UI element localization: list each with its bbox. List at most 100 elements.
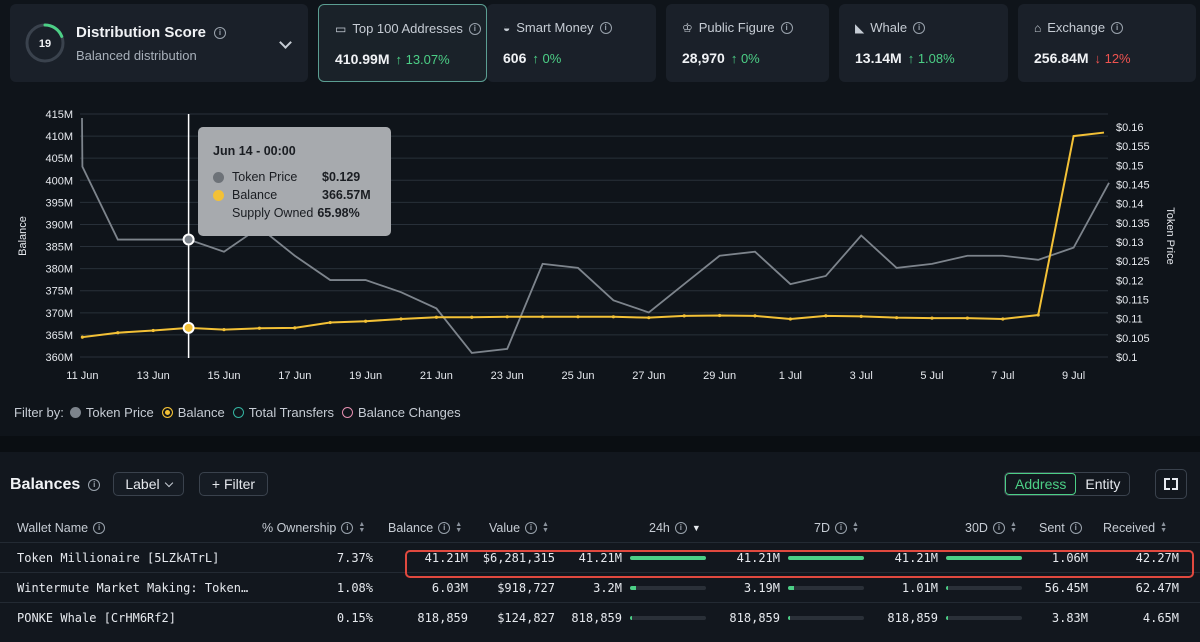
y2-tick-label: $0.105 xyxy=(1116,333,1150,345)
y2-tick-label: $0.14 xyxy=(1116,199,1144,211)
tooltip-date: Jun 14 - 00:00 xyxy=(213,144,296,158)
balance-point xyxy=(718,313,722,318)
wallet-name[interactable]: Token Millionaire [5LZkATrL] xyxy=(17,551,220,565)
balance-dot-icon xyxy=(213,189,224,201)
value: $918,727 xyxy=(497,581,555,595)
score-subtitle: Balanced distribution xyxy=(76,48,197,63)
col-received[interactable]: Received ▲ ▼ xyxy=(1103,521,1168,535)
col-24h[interactable]: 24h i ▼ xyxy=(649,521,701,535)
x-tick-label: 1 Jul xyxy=(779,370,802,382)
card-change: ↑ 1.08% xyxy=(907,51,955,66)
bar-24h xyxy=(630,586,706,590)
sort-desc-icon: ▼ xyxy=(691,523,701,533)
card-change: ↑ 0% xyxy=(730,51,760,66)
balance-point xyxy=(470,315,474,319)
filter-item-label: Total Transfers xyxy=(248,405,335,420)
col-7d[interactable]: 7D i ▲ ▼ xyxy=(814,521,859,535)
y2-tick-label: $0.1 xyxy=(1116,352,1137,364)
legend-dot-icon xyxy=(342,407,354,418)
info-icon[interactable]: i xyxy=(1069,522,1082,534)
info-icon[interactable]: i xyxy=(341,522,354,534)
card-label: Whale xyxy=(870,20,908,35)
legend-dot-icon xyxy=(161,407,173,418)
y2-tick-label: $0.125 xyxy=(1116,256,1150,268)
token-price-line xyxy=(81,118,1110,354)
card-value: 606 xyxy=(503,50,527,66)
add-filter-button[interactable]: + Filter xyxy=(199,472,268,496)
fullscreen-icon[interactable] xyxy=(1155,469,1187,499)
sent: 56.45M xyxy=(1044,581,1088,595)
balance-point xyxy=(505,315,509,319)
sort-icon: ▲ ▼ xyxy=(358,521,366,534)
change-7d: 3.19M xyxy=(743,581,780,595)
tooltip-price-row: Token Price $0.129 xyxy=(213,170,360,184)
filter-balance[interactable]: Balance xyxy=(161,405,225,420)
col-value[interactable]: Value i ▲ ▼ xyxy=(489,521,549,535)
card-whale[interactable]: ◣ Whale i 13.14M ↑ 1.08% xyxy=(839,4,1008,82)
col-balance[interactable]: Balance i ▲ ▼ xyxy=(388,521,463,535)
col-30d[interactable]: 30D i ▲ ▼ xyxy=(965,521,1017,535)
distribution-score-card[interactable]: 19 Distribution Score i Balanced distrib… xyxy=(10,4,308,82)
filter-balance-changes[interactable]: Balance Changes xyxy=(342,405,461,420)
balance-price-chart[interactable]: 415M 410M 405M 400M 395M 390M 385M 380M 375M 370M… xyxy=(0,96,1200,396)
card-exchange[interactable]: ⌂ Exchange i 256.84M ↓ 12% xyxy=(1018,4,1196,82)
y2-tick-label: $0.115 xyxy=(1116,295,1149,307)
change-7d: 818,859 xyxy=(729,611,780,625)
info-icon[interactable]: i xyxy=(88,479,101,491)
info-icon[interactable]: i xyxy=(599,21,612,34)
info-icon[interactable]: i xyxy=(913,21,926,34)
card-public-figure[interactable]: ♔ Public Figure i 28,970 ↑ 0% xyxy=(666,4,829,82)
bar-7d xyxy=(788,556,864,560)
balances-title-wrap: Balances i xyxy=(10,476,101,494)
card-smart-money[interactable]: ◒ Smart Money i 606 ↑ 0% xyxy=(487,4,656,82)
card-top-100-addresses[interactable]: ▭ Top 100 Addresses i 410.99M ↑ 13.07% xyxy=(318,4,487,82)
score-title-wrap: Distribution Score i xyxy=(76,24,227,41)
toggle-address[interactable]: Address xyxy=(1005,473,1077,495)
crown-icon: ♔ xyxy=(682,20,693,35)
filter-total-transfers[interactable]: Total Transfers xyxy=(232,405,335,420)
y-tick-label: 395M xyxy=(45,197,73,209)
address-entity-toggle: Address Entity xyxy=(1004,472,1131,496)
chevron-down-icon[interactable] xyxy=(279,36,292,49)
info-icon[interactable]: i xyxy=(93,522,106,534)
y2-tick-label: $0.15 xyxy=(1116,160,1144,172)
info-icon[interactable]: i xyxy=(525,522,538,534)
price-dot-icon xyxy=(213,171,224,183)
info-icon[interactable]: i xyxy=(1111,21,1124,34)
tooltip-supply-row: Supply Owned 65.98% xyxy=(232,206,360,220)
chart-tooltip: Jun 14 - 00:00 Token Price $0.129 Balanc… xyxy=(198,127,391,236)
sent: 3.83M xyxy=(1051,611,1088,625)
balance-point xyxy=(151,328,155,333)
info-icon[interactable]: i xyxy=(780,21,793,34)
table-row[interactable]: PONKE Whale [CrHM6Rf2] 0.15% 818,859 $124,8… xyxy=(0,602,1200,632)
filter-item-label: Token Price xyxy=(85,405,154,420)
change-30d: 818,859 xyxy=(887,611,938,625)
balance-point xyxy=(753,314,757,318)
toggle-entity[interactable]: Entity xyxy=(1085,476,1121,492)
label-dropdown[interactable]: Label xyxy=(113,472,184,496)
price-hover-point xyxy=(182,233,195,246)
x-tick-label: 5 Jul xyxy=(920,370,943,382)
table-row[interactable]: Token Millionaire [5LZkATrL] 7.37% 41.21M $… xyxy=(0,542,1200,572)
ownership: 0.15% xyxy=(336,611,373,625)
col-sent[interactable]: Sent i xyxy=(1039,521,1082,535)
info-icon[interactable]: i xyxy=(834,522,847,534)
col-ownership[interactable]: % Ownership i ▲ ▼ xyxy=(262,521,366,535)
col-wallet-name[interactable]: Wallet Name i xyxy=(17,521,106,535)
sort-icon: ▲ ▼ xyxy=(455,521,463,534)
wallet-name[interactable]: PONKE Whale [CrHM6Rf2] xyxy=(17,611,176,625)
info-icon[interactable]: i xyxy=(468,22,481,35)
y2-tick-label: $0.145 xyxy=(1116,180,1150,192)
info-icon[interactable]: i xyxy=(438,522,451,534)
wallet-name[interactable]: Wintermute Market Making: Token… xyxy=(17,581,249,595)
info-icon[interactable]: i xyxy=(992,522,1005,534)
balance-hover-point xyxy=(182,321,195,334)
bar-30d xyxy=(946,556,1022,560)
info-icon[interactable]: i xyxy=(674,522,687,534)
table-row[interactable]: Wintermute Market Making: Token… 1.08% 6.0… xyxy=(0,572,1200,602)
change-24h: 818,859 xyxy=(571,611,622,625)
info-icon[interactable]: i xyxy=(214,26,227,39)
y-tick-label: 415M xyxy=(45,109,73,121)
filter-token-price[interactable]: Token Price xyxy=(69,405,154,420)
whale-icon: ◣ xyxy=(855,20,865,35)
